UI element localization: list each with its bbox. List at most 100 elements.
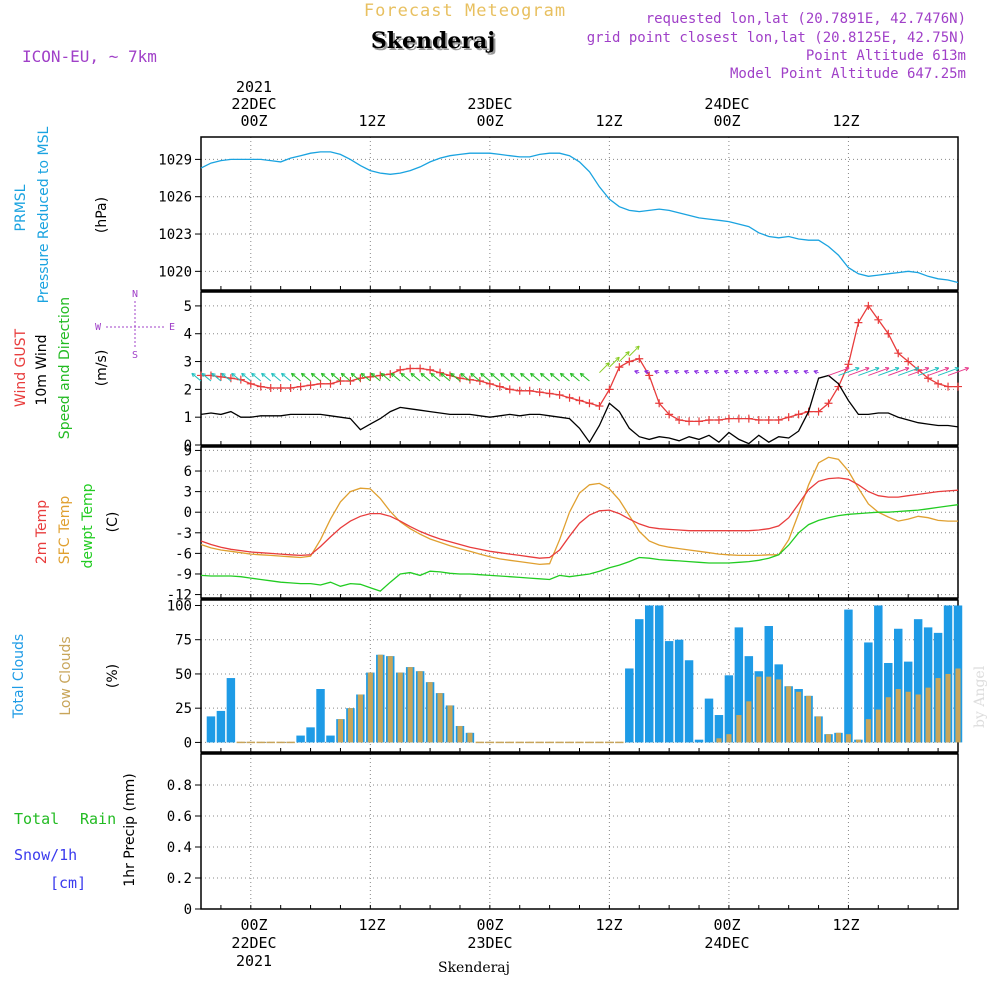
low-cloud-bar [347,708,353,743]
total-cloud-bar [864,642,873,743]
precip-ytick-label: 0.4 [167,840,192,856]
footer-location: Skenderaj [438,960,510,976]
top-year-label: 2021 [236,78,272,96]
wind-direction-arrowhead [539,372,545,378]
gust-point [565,393,574,402]
wind-direction-arrow [569,372,580,382]
wind-direction-arrow [390,372,401,382]
temp-2m-line [200,477,959,559]
model-altitude: Model Point Altitude 647.25m [730,66,966,82]
wind-direction-arrow [340,372,351,382]
precip-ytick-label: 0.8 [167,778,192,794]
wind-direction-arrow [241,372,252,382]
wind-direction-arrow [540,372,550,382]
dewpoint-line [200,504,959,592]
wind-direction-arrow [937,367,959,376]
wind-direction-arrow [510,372,521,382]
pressure-ytick-label: 1029 [158,152,192,168]
gust-point [505,385,514,394]
wind-direction-arrow [848,367,870,376]
wind-direction-arrowhead [674,369,679,375]
wind-direction-arrowhead [693,369,699,375]
top-day-2: 23DEC [467,95,512,113]
wind-direction-arrowhead [713,369,719,375]
wind-direction-arrow [609,356,620,368]
precip-panel: 0 0.2 0.4 0.6 0.8 [167,753,959,918]
low-cloud-bar [945,673,951,743]
gust-point [276,383,285,392]
wind-direction-arrowhead [330,372,336,378]
point-altitude: Point Altitude 613m [806,48,966,64]
wind-direction-arrow [908,367,930,376]
gust-point [894,349,903,358]
model-label: ICON-EU, ~ 7km [22,47,157,66]
low-cloud-bar [825,734,832,743]
temp-2m-label: 2m Temp [34,500,50,564]
total-cloud-bar [714,715,724,743]
gust-point [884,329,893,338]
wind-direction-arrowhead [654,369,659,375]
location-title: Skenderaj [373,30,497,56]
clouds-ytick-label: 100 [167,598,192,614]
wind-direction-arrowhead [904,366,910,372]
wind-direction-arrow [618,351,630,362]
gust-point [246,379,255,388]
gust-point [615,363,624,372]
wind-direction-arrow [420,372,431,382]
precip-ytick-label: 0.6 [167,809,192,825]
gust-point [744,414,753,423]
top-day-4: 24DEC [704,95,749,113]
compass-west: W [95,322,102,333]
wind-gust-label: Wind GUST [13,328,29,407]
wind-direction-arrow [550,372,560,382]
compass-south: S [132,350,138,361]
wind-direction-arrow [380,372,391,382]
wind-direction-arrow [370,372,381,382]
gust-point [256,382,265,391]
top-hour-3: 12Z [595,112,622,130]
low-cloud-bar [447,705,453,743]
gust-point [475,377,484,386]
precip-rain-label: Rain [80,810,116,828]
wind-direction-arrowhead [261,372,266,378]
temp-ytick-label: 0 [184,505,192,521]
wind-direction-arrowhead [211,372,216,378]
bottom-hour-1: 12Z [358,916,385,934]
wind-direction-arrowhead [290,372,296,378]
low-cloud-bar [915,694,921,743]
wind-direction-arrowhead [924,366,930,372]
wind-direction-arrow [350,372,361,382]
top-hour-4: 00Z [713,112,740,130]
low-cloud-bar [756,676,762,743]
low-cloud-bar [955,668,961,743]
total-cloud-bar [744,656,754,743]
wind-direction-arrow [470,372,481,382]
total-cloud-bar [844,609,853,743]
wind-direction-arrowhead [783,369,789,375]
low-cloud-bar [377,654,383,743]
bottom-hour-0: 00Z [240,916,267,934]
wind-direction-arrowhead [500,372,505,378]
wind-panel-labels: Wind GUST 10m Wind Speed and Direction (… [13,289,175,439]
total-cloud-bar [704,698,714,743]
pressure-label-msl: Pressure Reduced to MSL [36,126,52,303]
low-cloud-bar [387,656,393,743]
wind-direction-arrowhead [884,366,890,372]
gust-point [316,379,325,388]
gust-point [754,415,763,424]
low-cloud-bar [357,694,363,743]
temp-sfc-label: SFC Temp [57,496,73,565]
wind-direction-arrow [410,372,421,382]
wind-direction-arrow [490,372,501,382]
temp-dewpt-label: dewpt Temp [80,483,96,568]
gust-point [724,414,733,423]
wind-direction-arrowhead [470,372,475,378]
wind-direction-arrowhead [579,372,585,378]
low-cloud-bar [885,697,891,743]
wind-direction-arrowhead [753,369,759,375]
wind-direction-arrow [430,372,441,382]
precip-unit: 1hr Precip (mm) [122,773,138,886]
gust-point [465,375,474,384]
gust-point [366,372,375,381]
wind-direction-arrowhead [944,366,950,372]
